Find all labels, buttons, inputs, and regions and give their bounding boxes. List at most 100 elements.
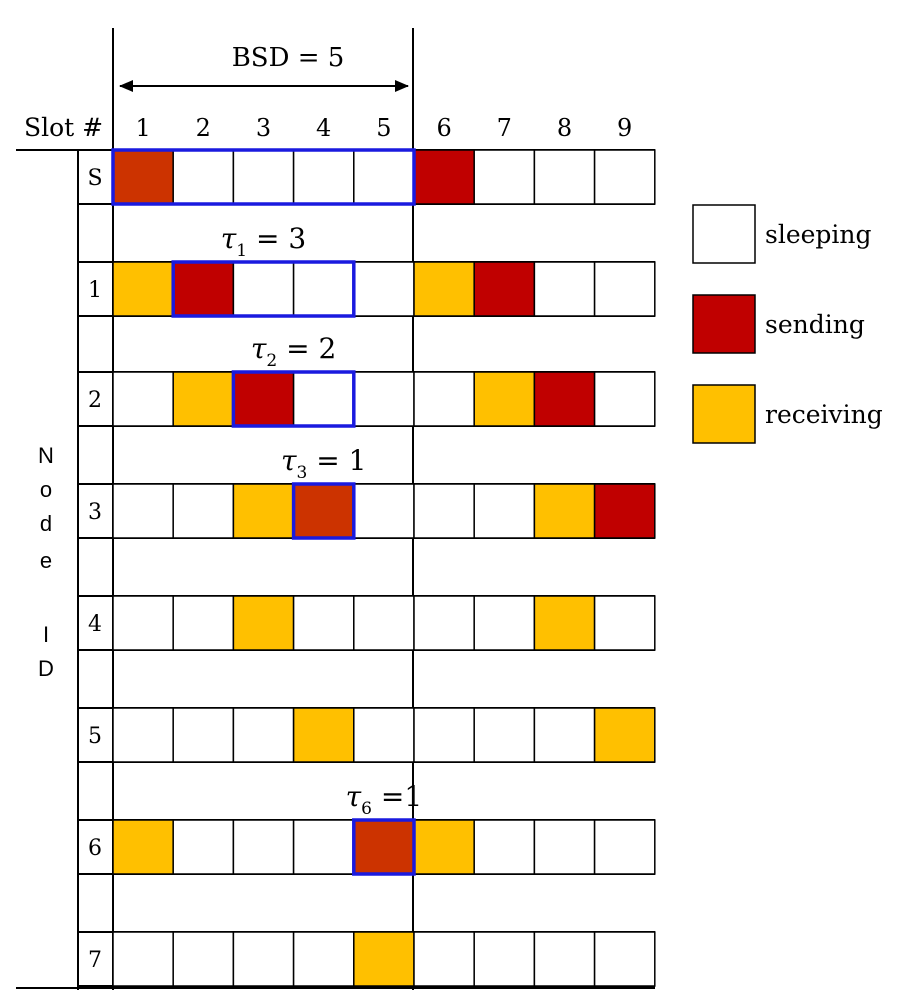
node-row-s: S <box>78 149 656 205</box>
cell-sleeping <box>172 149 235 205</box>
cell-sleeping <box>473 931 536 987</box>
cell-sleeping <box>593 261 656 317</box>
tau-value: =1 <box>372 780 422 813</box>
tau-subscript: 6 <box>361 799 372 819</box>
tau-symbol: τ <box>346 780 362 813</box>
cell-sleeping <box>353 149 415 205</box>
cell-sleeping <box>353 707 415 763</box>
cell-receiving <box>473 371 536 427</box>
cell-sleeping <box>232 819 295 875</box>
slot-number-6: 6 <box>436 114 451 142</box>
cell-receiving <box>533 595 596 651</box>
node-row-5: 5 <box>78 707 656 763</box>
cell-sleeping <box>353 595 415 651</box>
node-id-letter: D <box>38 656 54 681</box>
cell-sending <box>353 819 415 875</box>
cell-sleeping <box>473 819 536 875</box>
tau-window-box-1 <box>171 260 356 318</box>
cell-sleeping <box>533 931 596 987</box>
node-id-6: 6 <box>88 836 102 861</box>
cell-receiving <box>232 595 295 651</box>
cell-sleeping <box>292 931 355 987</box>
cell-sending <box>172 261 235 317</box>
node-id-7: 7 <box>88 948 102 973</box>
cell-receiving <box>413 261 475 317</box>
cell-sleeping <box>292 819 355 875</box>
tau-subscript: 1 <box>236 241 247 261</box>
cell-sending <box>473 261 536 317</box>
cell-receiving <box>353 931 415 987</box>
cell-receiving <box>533 483 596 539</box>
cell-sleeping <box>593 931 656 987</box>
cell-sleeping <box>593 819 656 875</box>
legend-swatch-receiving <box>692 384 756 444</box>
cell-sleeping <box>413 371 475 427</box>
tau-subscript: 3 <box>296 463 307 483</box>
cell-sending <box>533 371 596 427</box>
node-id-s: S <box>87 166 102 191</box>
tau-labels: τ1 = 3τ2 = 2τ3 = 1τ6 =1 <box>221 222 422 819</box>
cell-sleeping <box>172 707 235 763</box>
cell-sleeping <box>413 707 475 763</box>
legend-label-sleeping: sleeping <box>765 220 872 249</box>
cell-sleeping <box>353 483 415 539</box>
cell-sleeping <box>413 931 475 987</box>
cell-sleeping <box>292 261 355 317</box>
cell-sleeping <box>112 707 174 763</box>
cell-sleeping <box>473 149 536 205</box>
cell-sleeping <box>413 483 475 539</box>
tau-symbol: τ <box>221 222 237 255</box>
cell-sleeping <box>232 707 295 763</box>
cell-receiving <box>172 371 235 427</box>
tau-symbol: τ <box>281 444 297 477</box>
node-id-4: 4 <box>88 612 102 637</box>
tau-symbol: τ <box>251 332 267 365</box>
tau-value: = 3 <box>247 222 306 255</box>
node-id-3: 3 <box>88 500 102 525</box>
cell-sleeping <box>533 707 596 763</box>
cell-sleeping <box>112 595 174 651</box>
node-row-1: 1 <box>78 261 656 317</box>
node-id-letter: e <box>40 548 52 573</box>
legend-swatch-sending <box>692 294 756 354</box>
node-row-7: 7 <box>78 931 656 987</box>
slot-number-9: 9 <box>617 114 632 142</box>
cell-sleeping <box>292 371 355 427</box>
node-row-4: 4 <box>78 595 656 651</box>
tau-label-6: τ6 =1 <box>346 780 423 819</box>
slot-header-label: Slot # <box>24 113 103 142</box>
legend: sleeping sending receiving <box>692 204 883 444</box>
tau-value: = 2 <box>277 332 336 365</box>
cell-sleeping <box>112 931 174 987</box>
tau-value: = 1 <box>307 444 366 477</box>
legend-item-sending: sending <box>692 294 865 354</box>
cell-sleeping <box>533 149 596 205</box>
cell-sleeping <box>533 261 596 317</box>
cell-sleeping <box>112 371 174 427</box>
slot-number-8: 8 <box>557 114 572 142</box>
node-row-6: 6 <box>78 819 656 875</box>
cell-sleeping <box>473 707 536 763</box>
node-id-letter: I <box>43 622 49 647</box>
cell-sleeping <box>232 931 295 987</box>
cell-sleeping <box>172 819 235 875</box>
slot-number-4: 4 <box>316 114 331 142</box>
cell-sleeping <box>232 149 295 205</box>
cell-sleeping <box>353 261 415 317</box>
cell-sleeping <box>593 371 656 427</box>
node-row-3: 3 <box>78 483 656 539</box>
legend-label-sending: sending <box>765 310 865 339</box>
cell-sleeping <box>473 483 536 539</box>
cell-sleeping <box>292 595 355 651</box>
tau-label-1: τ1 = 3 <box>221 222 306 261</box>
slot-number-3: 3 <box>256 114 271 142</box>
cell-receiving <box>593 707 656 763</box>
tau-window-box-2 <box>231 370 356 428</box>
slot-number-2: 2 <box>196 114 211 142</box>
cell-sleeping <box>172 483 235 539</box>
cell-sleeping <box>292 149 355 205</box>
bsd-label: BSD = 5 <box>232 43 345 73</box>
legend-item-receiving: receiving <box>692 384 883 444</box>
